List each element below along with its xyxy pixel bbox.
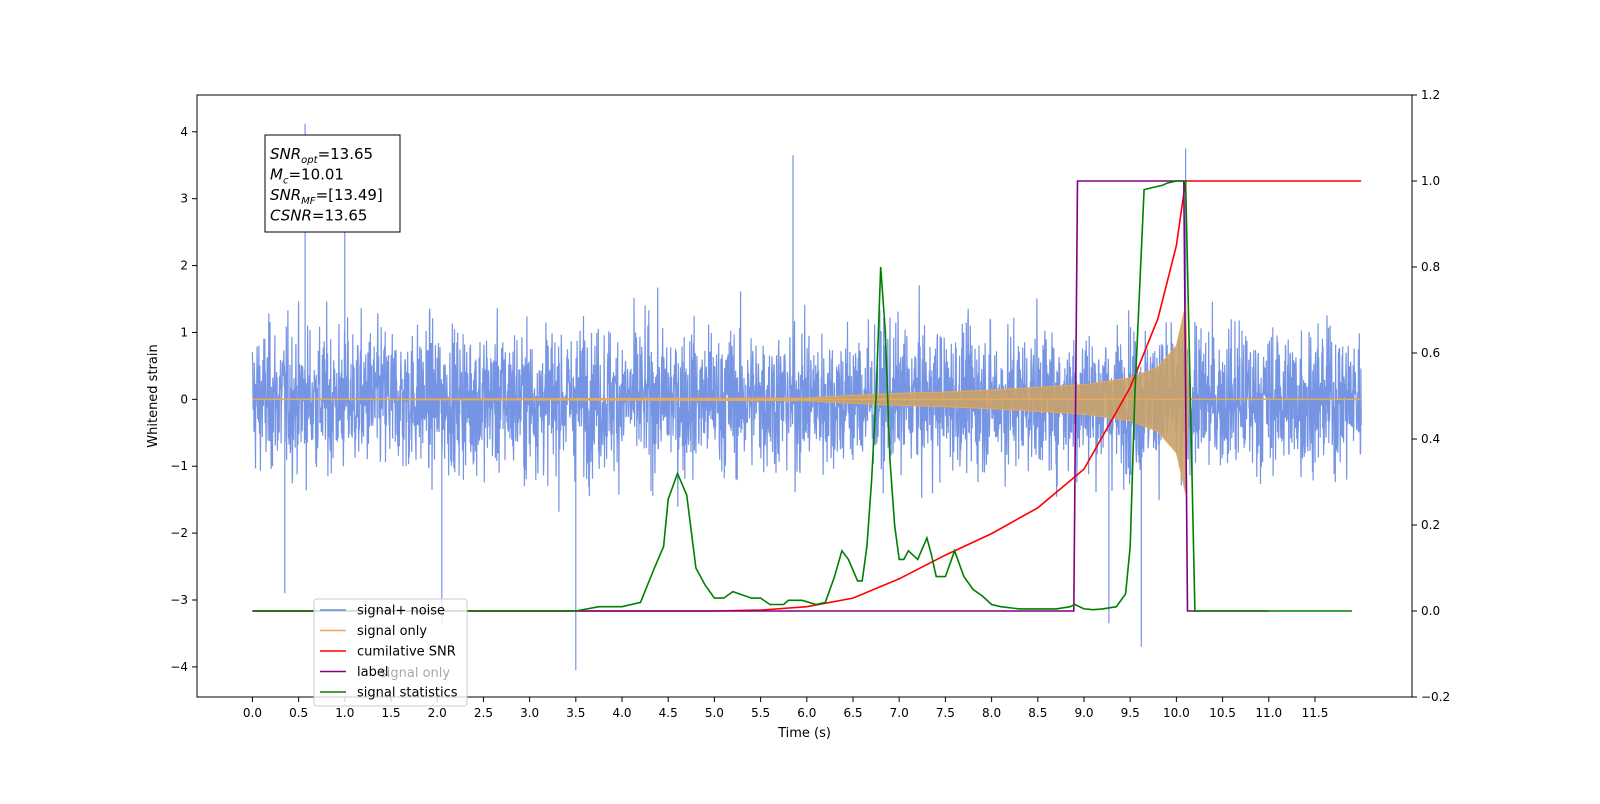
x-tick-label: 10.5 [1209, 706, 1236, 720]
x-tick-label: 11.5 [1302, 706, 1329, 720]
legend-label: signal+ noise [357, 604, 445, 619]
series-group [251, 123, 1362, 671]
axes-group: 0.0 0.5 1.0 1.5 2.0 2.5 3.0 3.5 4.0 4.5 5.0 5.5 6.0 6… [170, 88, 1450, 720]
legend-label: cumilative SNR [357, 645, 456, 660]
x-tick-label: 5.0 [705, 706, 724, 720]
plot-frame [196, 94, 1413, 698]
y-tick-label: −1 [170, 459, 188, 473]
x-tick-label: 11.0 [1255, 706, 1282, 720]
x-tick-label: 9.5 [1121, 706, 1140, 720]
annotation-line: SNRMF=[13.49] [270, 186, 383, 207]
x-tick-label: 2.5 [474, 706, 493, 720]
y-tick-label: 1 [180, 325, 188, 339]
y2-tick-label: 0.4 [1421, 432, 1440, 446]
series-cumilative-snr [252, 180, 1362, 612]
y-axis-label: Whitened strain [146, 344, 161, 447]
x-tick-label: 8.5 [1028, 706, 1047, 720]
x-tick-label: 4.0 [612, 706, 631, 720]
y-tick-label: 0 [180, 392, 188, 406]
y2-tick-label: 0.2 [1421, 518, 1440, 532]
annotation-line: CSNR=13.65 [270, 207, 367, 225]
y2-tick-label: 0.0 [1421, 604, 1440, 618]
legend: signal only signal+ noise signal only cumil… [313, 598, 468, 707]
x-tick-label: 7.5 [936, 706, 955, 720]
x-axis-label: Time (s) [777, 726, 831, 741]
legend-hidden-label: signal only [380, 666, 450, 681]
y2-tick-label: 0.6 [1421, 346, 1440, 360]
x-tick-label: 1.5 [381, 706, 400, 720]
y-tick-label: 4 [180, 125, 188, 139]
x-tick-label: 3.0 [520, 706, 539, 720]
annotation-box: SNRopt=13.65Mc=10.01SNRMF=[13.49]CSNR=13… [264, 134, 401, 233]
x-tick-label: 4.5 [659, 706, 678, 720]
x-tick-label: 8.0 [982, 706, 1001, 720]
x-tick-label: 1.0 [335, 706, 354, 720]
y-tick-label: −2 [170, 526, 188, 540]
legend-label: label [357, 665, 388, 680]
x-tick-label: 0.0 [243, 706, 262, 720]
series-signal-statistics [252, 180, 1352, 612]
x-tick-label: 9.0 [1074, 706, 1093, 720]
x-tick-label: 3.5 [566, 706, 585, 720]
x-tick-label: 6.0 [797, 706, 816, 720]
y2-tick-label: −0.2 [1421, 690, 1450, 704]
x-tick-label: 5.5 [751, 706, 770, 720]
legend-frame [313, 598, 468, 707]
y-tick-label: 2 [180, 259, 188, 273]
annotation-frame [264, 134, 401, 233]
y-tick-label: −3 [170, 593, 188, 607]
legend-label: signal statistics [357, 686, 458, 701]
x-tick-label: 2.0 [428, 706, 447, 720]
y2-tick-label: 1.0 [1421, 174, 1440, 188]
annotation-line: SNRopt=13.65 [270, 145, 373, 166]
y2-tick-label: 0.8 [1421, 260, 1440, 274]
annotation-line: Mc=10.01 [270, 166, 344, 187]
x-tick-label: 10.0 [1163, 706, 1190, 720]
legend-label: signal only [357, 624, 427, 639]
y-tick-label: 3 [180, 192, 188, 206]
x-tick-label: 7.0 [890, 706, 909, 720]
y-tick-label: −4 [170, 660, 188, 674]
y2-tick-label: 1.2 [1421, 88, 1440, 102]
x-tick-label: 6.5 [843, 706, 862, 720]
x-tick-label: 0.5 [289, 706, 308, 720]
series-signal-noise [251, 123, 1362, 671]
